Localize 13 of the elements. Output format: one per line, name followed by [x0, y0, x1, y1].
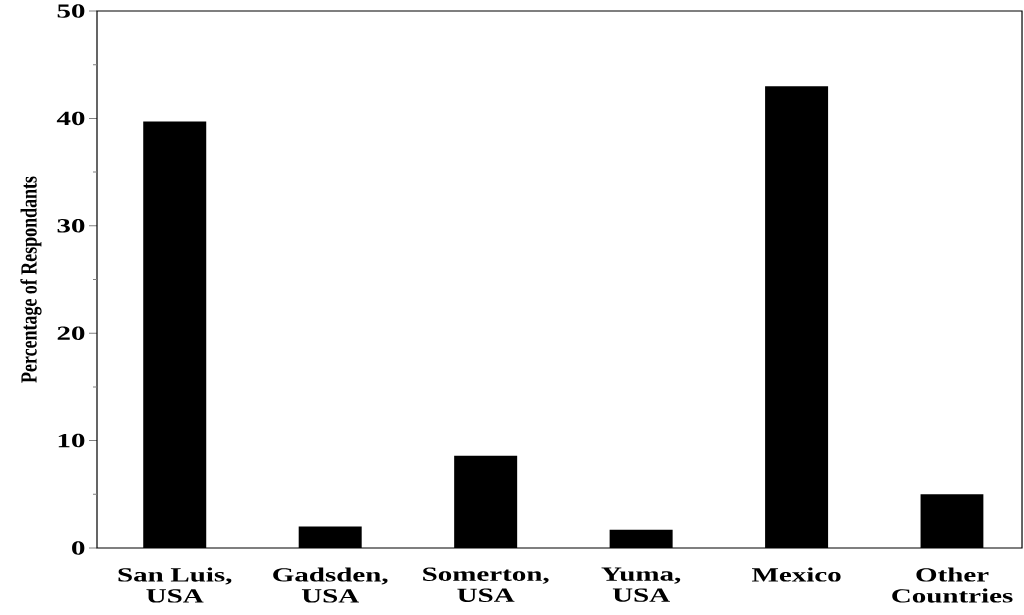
x-tick-label: San Luis, USA — [118, 567, 232, 603]
y-tick-label: 30 — [57, 219, 85, 233]
x-tick-label: Other Countries — [892, 567, 1013, 603]
y-tick-label: 50 — [57, 4, 85, 18]
x-tick-label: Mexico — [752, 567, 841, 582]
y-tick-label: 10 — [58, 433, 85, 448]
x-tick-label: Somerton, USA — [423, 567, 549, 602]
y-tick-label: 0 — [72, 541, 85, 555]
y-tick-label: 20 — [57, 326, 85, 340]
x-tick-label: Yuma, USA — [601, 567, 681, 602]
y-tick-label: 40 — [56, 111, 85, 126]
x-tick-label: Gadsden, USA — [273, 567, 388, 603]
y-axis-title: Percentage of Respondants — [20, 176, 42, 383]
